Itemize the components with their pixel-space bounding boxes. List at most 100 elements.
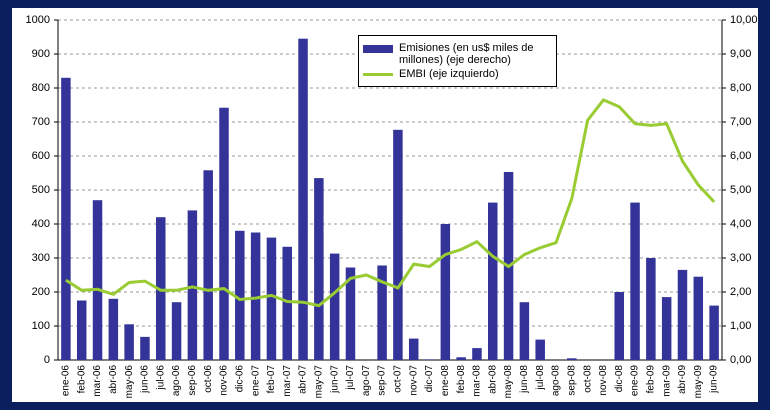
y-tick-label: 700 — [32, 116, 50, 128]
x-tick-label: may-07 — [313, 365, 324, 399]
x-tick-label: oct-08 — [582, 365, 593, 393]
y-tick-label: 1000 — [26, 14, 50, 26]
bar — [472, 348, 482, 360]
legend-item: Emisiones (en us$ miles de millones) (ej… — [359, 42, 552, 66]
y2-tick-label: 8,00 — [730, 82, 751, 94]
x-tick-label: oct-07 — [393, 365, 404, 393]
x-tick-label: may-08 — [503, 365, 514, 399]
bar — [377, 265, 387, 360]
x-tick-label: nov-08 — [598, 365, 609, 396]
bar — [314, 178, 324, 360]
x-tick-label: mar-08 — [472, 365, 483, 397]
bar — [519, 302, 530, 360]
bar — [235, 230, 245, 360]
bar — [693, 276, 704, 360]
x-tick-label: sep-07 — [377, 365, 388, 396]
y2-tick-label: 5,00 — [730, 184, 751, 196]
x-tick-label: jun-08 — [519, 365, 530, 394]
bar — [171, 302, 182, 360]
x-tick-label: abr-07 — [298, 365, 309, 394]
x-tick-label: mar-07 — [282, 365, 293, 397]
x-tick-label: jul-08 — [535, 365, 546, 391]
y-tick-label: 600 — [32, 150, 50, 162]
bar — [345, 267, 356, 360]
y-tick-label: 100 — [32, 320, 50, 332]
x-tick-label: abr-06 — [108, 365, 119, 394]
x-tick-label: ago-08 — [551, 365, 562, 397]
x-tick-label: ago-06 — [171, 365, 182, 397]
y2-tick-label: 1,00 — [730, 320, 751, 332]
bar — [187, 210, 198, 360]
y-tick-label: 400 — [32, 218, 50, 230]
bar — [266, 237, 277, 360]
bar — [630, 202, 640, 360]
x-tick-label: dic-06 — [234, 365, 245, 393]
legend-label: EMBI (eje izquierdo) — [399, 68, 499, 80]
x-tick-label: feb-07 — [266, 365, 277, 394]
x-tick-label: dic-08 — [614, 365, 625, 393]
y2-tick-label: 3,00 — [730, 252, 751, 264]
bar — [393, 129, 403, 360]
bar — [108, 298, 119, 360]
x-tick-label: jul-07 — [345, 365, 356, 391]
bar — [456, 357, 466, 360]
x-tick-label: sep-08 — [566, 365, 577, 396]
bar — [709, 305, 719, 360]
y-tick-label: 900 — [32, 48, 50, 60]
bar — [488, 202, 498, 360]
bar — [140, 336, 150, 360]
x-tick-label: ene-07 — [250, 365, 261, 397]
x-tick-label: sep-06 — [187, 365, 198, 396]
legend: Emisiones (en us$ miles de millones) (ej… — [358, 35, 557, 87]
bar — [203, 170, 213, 360]
bar — [661, 297, 672, 360]
bar — [76, 300, 87, 360]
legend-item: EMBI (eje izquierdo) — [359, 68, 552, 80]
x-tick-label: abr-09 — [677, 365, 688, 394]
legend-swatch — [363, 45, 393, 53]
bar — [646, 258, 656, 360]
bar — [250, 232, 261, 360]
x-tick-label: may-09 — [693, 365, 704, 399]
chart: 0 100 200 300 400 500 600 700 800 900 1000 0,00 1,00… — [26, 14, 758, 399]
x-tick-label: jun-09 — [709, 365, 720, 394]
bar — [440, 224, 451, 360]
x-tick-label: feb-09 — [645, 365, 656, 394]
legend-swatch — [363, 73, 393, 76]
x-tick-label: oct-06 — [203, 365, 214, 393]
bar — [219, 107, 229, 360]
x-tick-label: mar-09 — [661, 365, 672, 397]
x-tick-label: ene-08 — [440, 365, 451, 397]
y-tick-label: 0 — [44, 354, 50, 366]
line — [65, 98, 716, 308]
y2-tick-label: 9,00 — [730, 48, 751, 60]
y2-tick-label: 6,00 — [730, 150, 751, 162]
x-tick-label: ene-09 — [630, 365, 641, 397]
bar — [567, 358, 577, 360]
x-tick-label: ago-07 — [361, 365, 372, 397]
bar — [298, 38, 308, 360]
bar — [61, 77, 71, 361]
chart-area: 0 100 200 300 400 500 600 700 800 900 1000 0,00 1,00… — [12, 8, 758, 402]
legend-label: Emisiones (en us$ miles de millones) (ej… — [399, 42, 534, 66]
y2-tick-label: 7,00 — [730, 116, 751, 128]
x-tick-label: abr-08 — [487, 365, 498, 394]
bar — [408, 338, 419, 360]
y2-tick-label: 4,00 — [730, 218, 751, 230]
x-tick-label: jun-07 — [329, 365, 340, 394]
y2-tick-label: 10,00 — [730, 14, 758, 26]
y2-tick-label: 0,00 — [730, 354, 751, 366]
bar — [124, 324, 134, 360]
x-tick-label: mar-06 — [92, 365, 103, 397]
x-tick-label: feb-06 — [76, 365, 87, 394]
x-tick-label: nov-07 — [408, 365, 419, 396]
y-tick-label: 500 — [32, 184, 50, 196]
bar — [424, 359, 435, 360]
x-tick-label: nov-06 — [219, 365, 230, 396]
bar — [329, 253, 340, 360]
x-tick-label: feb-08 — [456, 365, 467, 394]
y-tick-label: 200 — [32, 286, 50, 298]
x-tick-label: dic-07 — [424, 365, 435, 393]
bar — [614, 292, 624, 360]
